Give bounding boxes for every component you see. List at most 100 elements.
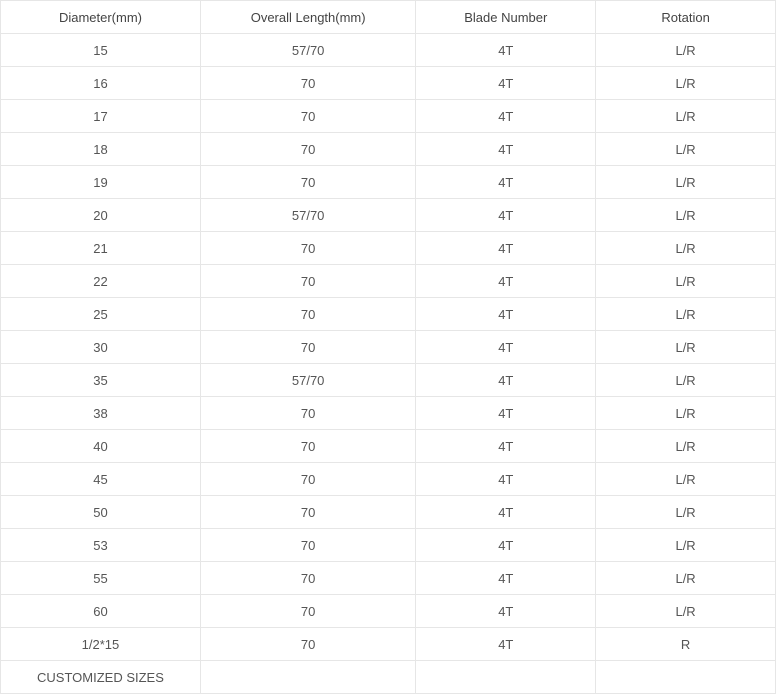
table-cell: 30: [1, 331, 201, 364]
table-cell: L/R: [596, 331, 776, 364]
table-row: CUSTOMIZED SIZES: [1, 661, 776, 694]
table-cell: 38: [1, 397, 201, 430]
table-cell: 20: [1, 199, 201, 232]
table-cell: 4T: [416, 166, 596, 199]
table-cell: L/R: [596, 595, 776, 628]
table-cell: L/R: [596, 397, 776, 430]
table-cell: 4T: [416, 331, 596, 364]
table-cell: L/R: [596, 67, 776, 100]
table-cell: 70: [200, 463, 415, 496]
table-cell: 4T: [416, 67, 596, 100]
table-cell: CUSTOMIZED SIZES: [1, 661, 201, 694]
table-cell: L/R: [596, 496, 776, 529]
header-rotation: Rotation: [596, 1, 776, 34]
table-cell: 70: [200, 100, 415, 133]
table-cell: L/R: [596, 166, 776, 199]
table-row: 55704TL/R: [1, 562, 776, 595]
table-cell: L/R: [596, 199, 776, 232]
table-cell: 70: [200, 265, 415, 298]
table-cell: 4T: [416, 463, 596, 496]
table-row: 38704TL/R: [1, 397, 776, 430]
table-row: 1/2*15704TR: [1, 628, 776, 661]
table-cell: 21: [1, 232, 201, 265]
table-row: 25704TL/R: [1, 298, 776, 331]
table-body: 1557/704TL/R16704TL/R17704TL/R18704TL/R1…: [1, 34, 776, 694]
table-cell: L/R: [596, 133, 776, 166]
table-cell: 16: [1, 67, 201, 100]
table-cell: 4T: [416, 496, 596, 529]
table-cell: 4T: [416, 133, 596, 166]
table-cell: 4T: [416, 430, 596, 463]
table-cell: 70: [200, 562, 415, 595]
table-cell: L/R: [596, 562, 776, 595]
table-cell: 35: [1, 364, 201, 397]
table-cell: 70: [200, 67, 415, 100]
table-cell: L/R: [596, 34, 776, 67]
table-cell: 25: [1, 298, 201, 331]
table-cell: 4T: [416, 595, 596, 628]
table-cell: 57/70: [200, 199, 415, 232]
table-cell: 70: [200, 496, 415, 529]
table-cell: 60: [1, 595, 201, 628]
table-row: 18704TL/R: [1, 133, 776, 166]
table-cell: 53: [1, 529, 201, 562]
table-cell: 70: [200, 397, 415, 430]
table-cell: 19: [1, 166, 201, 199]
table-row: 19704TL/R: [1, 166, 776, 199]
table-cell: 55: [1, 562, 201, 595]
table-cell: 70: [200, 133, 415, 166]
table-row: 17704TL/R: [1, 100, 776, 133]
table-cell: L/R: [596, 100, 776, 133]
table-row: 21704TL/R: [1, 232, 776, 265]
table-cell: 4T: [416, 298, 596, 331]
table-cell: L/R: [596, 364, 776, 397]
table-cell: 57/70: [200, 364, 415, 397]
table-cell: R: [596, 628, 776, 661]
table-cell: L/R: [596, 463, 776, 496]
table-cell: 4T: [416, 34, 596, 67]
table-cell: 50: [1, 496, 201, 529]
table-row: 1557/704TL/R: [1, 34, 776, 67]
header-blade: Blade Number: [416, 1, 596, 34]
table-cell: L/R: [596, 298, 776, 331]
table-cell: 1/2*15: [1, 628, 201, 661]
table-cell: 4T: [416, 199, 596, 232]
table-row: 50704TL/R: [1, 496, 776, 529]
table-cell: 4T: [416, 397, 596, 430]
table-cell: 70: [200, 232, 415, 265]
table-cell: 70: [200, 430, 415, 463]
table-cell: [596, 661, 776, 694]
table-cell: 15: [1, 34, 201, 67]
table-cell: 70: [200, 298, 415, 331]
table-row: 2057/704TL/R: [1, 199, 776, 232]
table-cell: 70: [200, 166, 415, 199]
table-cell: 4T: [416, 100, 596, 133]
table-cell: L/R: [596, 265, 776, 298]
table-cell: 18: [1, 133, 201, 166]
table-cell: 70: [200, 628, 415, 661]
table-row: 45704TL/R: [1, 463, 776, 496]
table-cell: 4T: [416, 562, 596, 595]
table-row: 3557/704TL/R: [1, 364, 776, 397]
table-row: 53704TL/R: [1, 529, 776, 562]
table-cell: 22: [1, 265, 201, 298]
table-cell: [200, 661, 415, 694]
table-cell: 4T: [416, 232, 596, 265]
table-cell: 57/70: [200, 34, 415, 67]
table-row: 16704TL/R: [1, 67, 776, 100]
table-row: 60704TL/R: [1, 595, 776, 628]
table-row: 40704TL/R: [1, 430, 776, 463]
table-cell: L/R: [596, 529, 776, 562]
table-cell: 4T: [416, 529, 596, 562]
table-row: 30704TL/R: [1, 331, 776, 364]
table-cell: L/R: [596, 232, 776, 265]
header-length: Overall Length(mm): [200, 1, 415, 34]
table-cell: 70: [200, 595, 415, 628]
table-cell: 4T: [416, 628, 596, 661]
header-diameter: Diameter(mm): [1, 1, 201, 34]
spec-table: Diameter(mm) Overall Length(mm) Blade Nu…: [0, 0, 776, 694]
table-header-row: Diameter(mm) Overall Length(mm) Blade Nu…: [1, 1, 776, 34]
table-cell: 4T: [416, 265, 596, 298]
table-cell: L/R: [596, 430, 776, 463]
table-cell: 17: [1, 100, 201, 133]
